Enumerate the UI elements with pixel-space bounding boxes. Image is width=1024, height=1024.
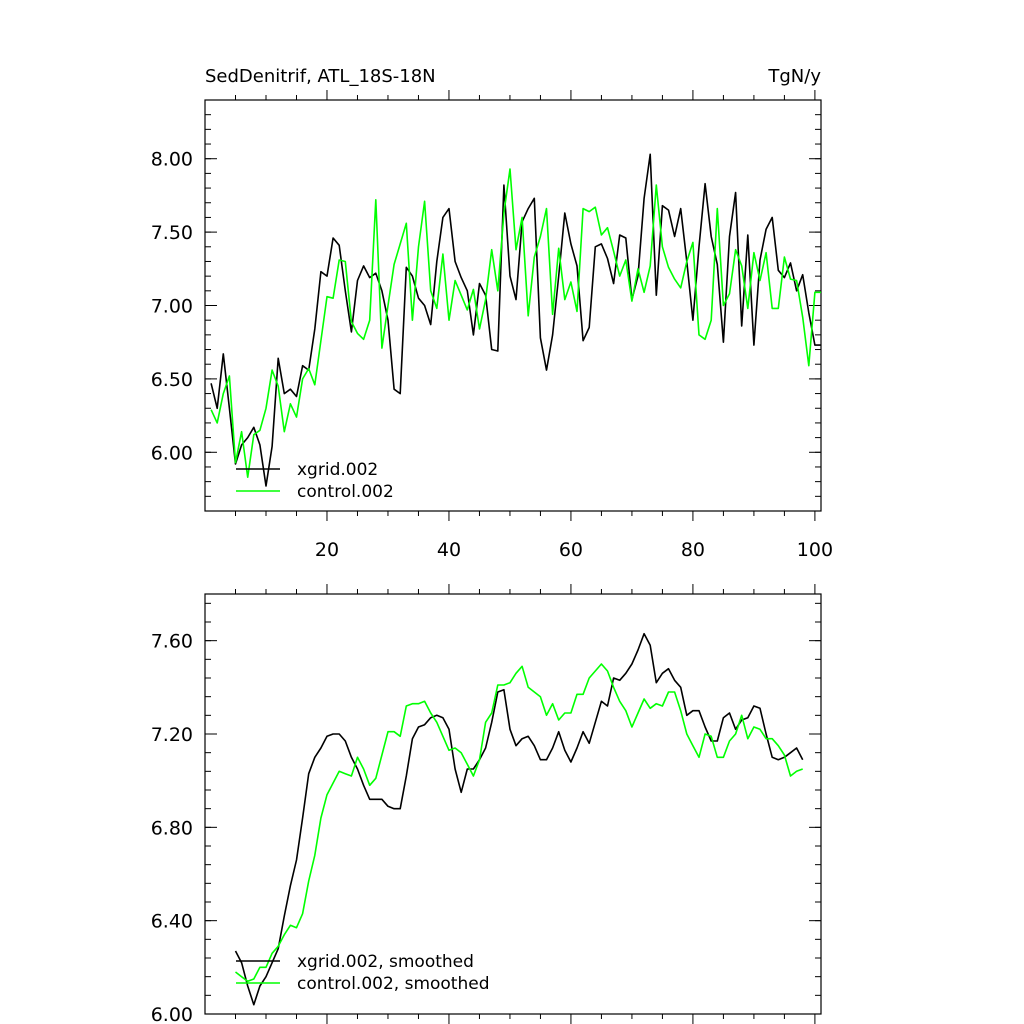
y-tick-label: 8.00 bbox=[151, 149, 193, 171]
y-tick-label: 7.50 bbox=[151, 222, 193, 244]
x-tick-labels-top: 20 40 60 80 100 bbox=[315, 539, 833, 561]
legend-label-control: control.002 bbox=[297, 482, 394, 502]
legend-bottom: xgrid.002, smoothed control.002, smoothe… bbox=[236, 952, 490, 994]
x-tick-label: 100 bbox=[797, 539, 833, 561]
units-label: TgN/y bbox=[767, 66, 821, 87]
legend-label-xgrid-smoothed: xgrid.002, smoothed bbox=[297, 952, 474, 972]
legend-top: xgrid.002 control.002 bbox=[236, 460, 394, 502]
tick-marks-top bbox=[205, 90, 821, 521]
plot-frame-top bbox=[204, 99, 822, 512]
y-tick-label: 7.20 bbox=[151, 724, 193, 746]
series-line-control-002-smoothed bbox=[235, 663, 803, 983]
y-tick-label: 7.00 bbox=[151, 296, 193, 318]
y-tick-label: 6.00 bbox=[151, 442, 193, 464]
series-lines-bottom bbox=[234, 632, 804, 1006]
series-line-control-002 bbox=[210, 168, 821, 479]
x-tick-label: 40 bbox=[437, 539, 461, 561]
legend-label-xgrid: xgrid.002 bbox=[297, 460, 378, 480]
series-line-xgrid-002 bbox=[210, 153, 821, 487]
y-tick-labels-bottom: 6.00 6.40 6.80 7.20 7.60 bbox=[151, 631, 193, 1024]
top-panel: SedDenitrif, ATL_18S-18N TgN/y 6.00 6.50 7… bbox=[151, 66, 833, 561]
series-line-xgrid-002-smoothed bbox=[234, 632, 804, 1006]
y-tick-label: 7.60 bbox=[151, 631, 193, 653]
tick-marks-bottom bbox=[205, 584, 821, 1024]
x-tick-label: 80 bbox=[681, 539, 705, 561]
bottom-panel: 6.00 6.40 6.80 7.20 7.60 xgrid.002, smoothed… bbox=[151, 584, 822, 1024]
y-tick-label: 6.40 bbox=[151, 911, 193, 933]
y-tick-label: 6.00 bbox=[151, 1004, 193, 1024]
y-tick-label: 6.50 bbox=[151, 369, 193, 391]
x-tick-label: 60 bbox=[559, 539, 583, 561]
series-lines-top bbox=[210, 153, 821, 487]
chart-title: SedDenitrif, ATL_18S-18N bbox=[205, 66, 436, 87]
y-tick-label: 6.80 bbox=[151, 817, 193, 839]
plot-frame-bottom bbox=[204, 593, 822, 1015]
x-tick-label: 20 bbox=[315, 539, 339, 561]
y-tick-labels-top: 6.00 6.50 7.00 7.50 8.00 bbox=[151, 149, 193, 465]
legend-label-control-smoothed: control.002, smoothed bbox=[297, 974, 490, 994]
